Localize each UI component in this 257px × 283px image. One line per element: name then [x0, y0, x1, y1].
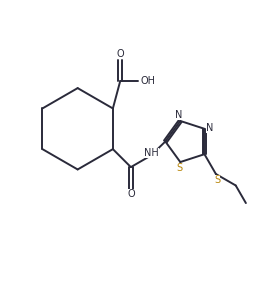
Text: NH: NH — [144, 148, 159, 158]
Text: N: N — [175, 110, 183, 120]
Text: S: S — [176, 163, 182, 173]
Text: O: O — [116, 49, 124, 59]
Text: S: S — [214, 175, 220, 185]
Text: O: O — [127, 189, 135, 199]
Text: OH: OH — [140, 76, 155, 86]
Text: N: N — [206, 123, 214, 132]
